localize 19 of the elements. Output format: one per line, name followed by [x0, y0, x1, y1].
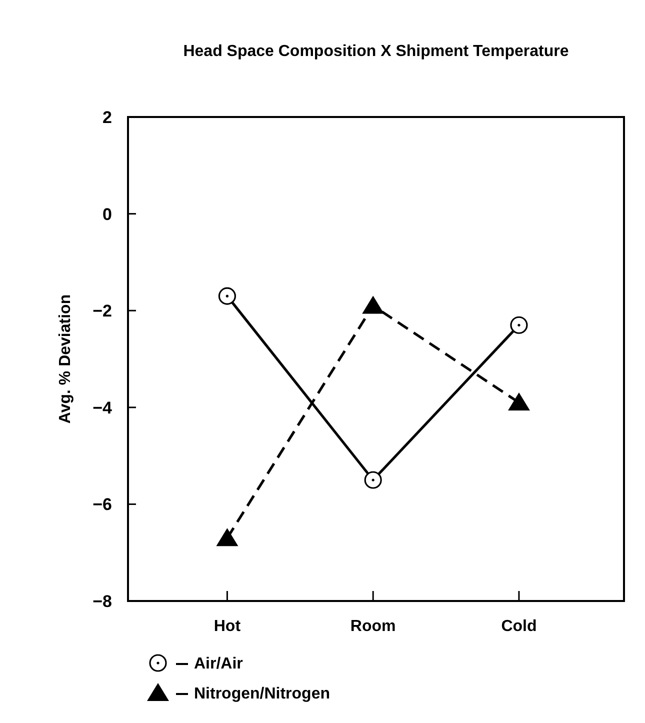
- point: [216, 528, 238, 546]
- point: [364, 471, 382, 489]
- point: [508, 392, 530, 411]
- point: [218, 287, 236, 305]
- y-tick-label: 2: [102, 108, 112, 127]
- x-tick-label: Hot: [214, 618, 242, 635]
- point: [510, 316, 528, 334]
- x-tick-label: Room: [350, 618, 396, 635]
- legend-label: Air/Air: [194, 656, 243, 673]
- x-tick-label: Cold: [501, 618, 537, 635]
- y-tick-label: −2: [92, 302, 112, 321]
- y-tick-label: −8: [92, 592, 112, 611]
- point: [362, 296, 384, 314]
- legend-label: Nitrogen/Nitrogen: [194, 686, 330, 703]
- chart-title: Head Space Composition X Shipment Temperature: [183, 43, 569, 60]
- y-tick-label: −4: [92, 398, 113, 418]
- y-tick-label: 0: [102, 204, 112, 224]
- y-axis-title: Avg. % Deviation: [57, 294, 74, 424]
- y-tick-label: −6: [92, 495, 112, 514]
